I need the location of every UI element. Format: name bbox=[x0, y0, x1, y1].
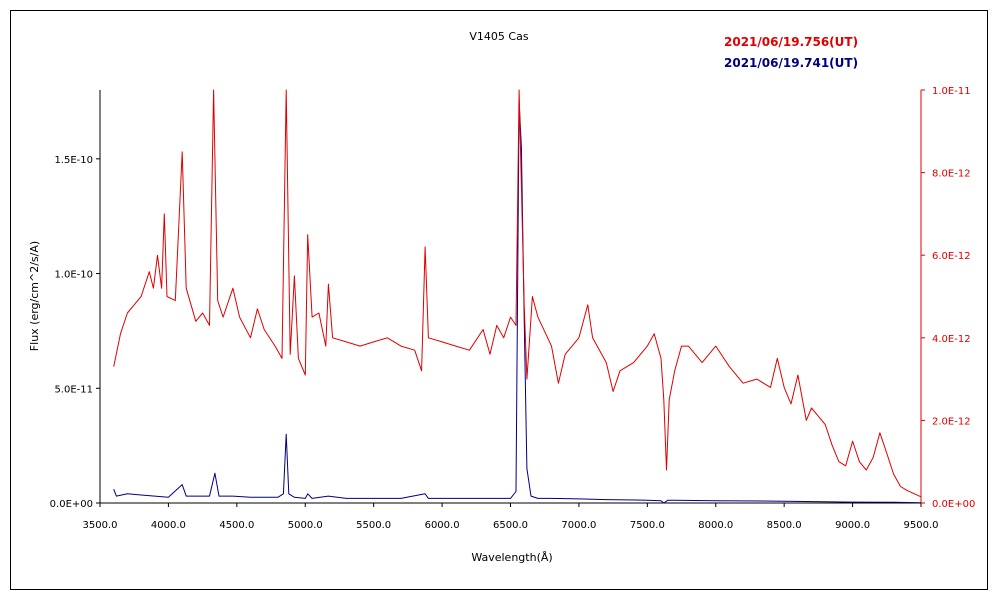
x-tick-label: 4500.0 bbox=[219, 520, 254, 531]
legend-entry: 2021/06/19.756(UT) bbox=[724, 35, 858, 49]
y-right-tick-label: 6.0E-12 bbox=[932, 251, 971, 262]
x-tick-label: 3500.0 bbox=[83, 520, 118, 531]
x-tick-label: 8500.0 bbox=[767, 520, 802, 531]
chart-frame bbox=[10, 10, 988, 590]
y-right-tick-label: 8.0E-12 bbox=[932, 169, 971, 180]
plot-area bbox=[113, 89, 922, 504]
x-tick-label: 6500.0 bbox=[493, 520, 528, 531]
y-left-tick-label: 1.0E-10 bbox=[54, 270, 93, 281]
series-line-blue bbox=[113, 101, 922, 504]
x-tick-label: 7000.0 bbox=[561, 520, 596, 531]
y-right-tick-label: 0.0E+00 bbox=[932, 499, 975, 510]
x-tick-label: 5000.0 bbox=[288, 520, 323, 531]
x-tick-label: 6000.0 bbox=[425, 520, 460, 531]
chart-title: V1405 Cas bbox=[469, 30, 528, 43]
legend: 2021/06/19.756(UT) 2021/06/19.741(UT) bbox=[724, 35, 858, 70]
y-right-tick-label: 2.0E-12 bbox=[932, 416, 971, 427]
y-axis-label: Flux (erg/cm^2/s/A) bbox=[28, 241, 41, 351]
x-tick-label: 9500.0 bbox=[904, 520, 939, 531]
y-left-tick-label: 5.0E-11 bbox=[54, 384, 93, 395]
x-tick-label: 9000.0 bbox=[835, 520, 870, 531]
x-tick-label: 4000.0 bbox=[151, 520, 186, 531]
y-left-tick-label: 0.0E+00 bbox=[50, 499, 93, 510]
legend-entry: 2021/06/19.741(UT) bbox=[724, 56, 858, 70]
x-tick-label: 8000.0 bbox=[698, 520, 733, 531]
y-left-tick-label: 1.5E-10 bbox=[54, 155, 93, 166]
x-axis-label: Wavelength(Å) bbox=[471, 551, 552, 564]
x-tick-label: 5500.0 bbox=[356, 520, 391, 531]
x-tick-label: 7500.0 bbox=[630, 520, 665, 531]
series-line-red bbox=[113, 89, 922, 498]
y-right-tick-label: 4.0E-12 bbox=[932, 334, 971, 345]
y-right-tick-label: 1.0E-11 bbox=[932, 86, 971, 97]
axes: 3500.0 4000.0 4500.0 5000.0 5500.0 6000.0 6500… bbox=[50, 86, 976, 531]
